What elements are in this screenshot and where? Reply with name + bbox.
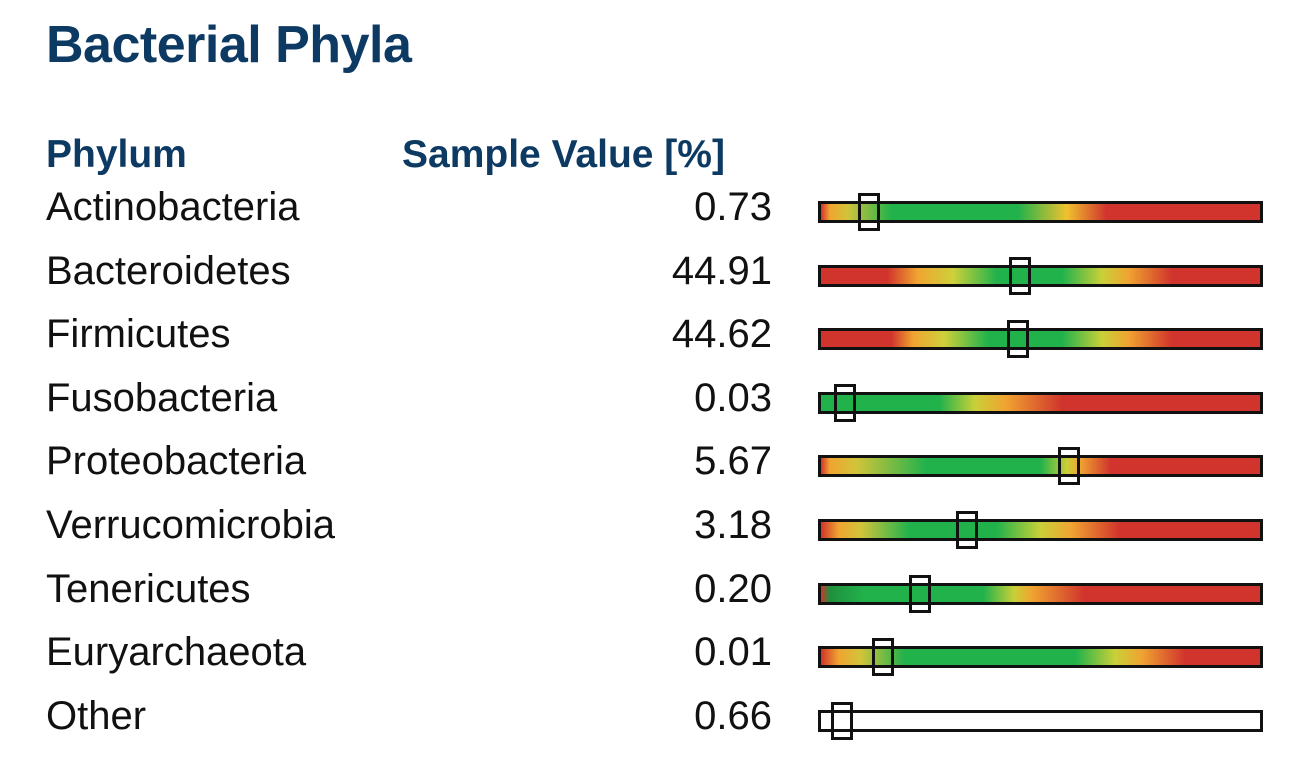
sample-value: 0.73 — [694, 185, 772, 229]
phylum-name: Verrucomicrobia — [46, 502, 336, 547]
phylum-name: Fusobacteria — [46, 375, 278, 420]
phylum-name: Actinobacteria — [46, 185, 300, 229]
gauge-marker — [871, 638, 894, 677]
reference-range-gauge — [818, 709, 1263, 732]
reference-range-gauge — [818, 455, 1263, 478]
gauge-marker — [858, 193, 881, 231]
table-row: Proteobacteria 5.67 — [0, 432, 1316, 496]
sample-value: 0.03 — [694, 375, 772, 420]
sample-value: 3.18 — [694, 502, 772, 547]
phylum-name: Tenericutes — [46, 566, 251, 611]
reference-range-gauge — [818, 391, 1263, 414]
table-row: Bacteroidetes 44.91 — [0, 242, 1316, 306]
phylum-name: Proteobacteria — [46, 439, 307, 484]
table-row: Other 0.66 — [0, 687, 1316, 751]
table-row: Verrucomicrobia 3.18 — [0, 496, 1316, 560]
gauge-marker — [1058, 447, 1081, 486]
phylum-name: Firmicutes — [46, 312, 231, 357]
reference-range-gauge — [818, 582, 1263, 605]
page-title: Bacterial Phyla — [46, 16, 412, 74]
sample-value: 0.20 — [694, 566, 772, 611]
table-row: Euryarchaeota 0.01 — [0, 623, 1316, 687]
phyla-table: Actinobacteria 0.73 Bacteroidetes 44.91 Firm… — [0, 178, 1316, 750]
gauge-marker — [1009, 256, 1032, 295]
reference-range-gauge — [818, 264, 1263, 287]
gauge-marker — [833, 383, 856, 422]
sample-value: 0.01 — [694, 630, 772, 675]
sample-value: 5.67 — [694, 439, 772, 484]
reference-range-gauge — [818, 518, 1263, 541]
sample-value-column-header: Sample Value [%] — [402, 133, 725, 176]
gauge-marker — [1007, 320, 1030, 359]
phylum-name: Bacteroidetes — [46, 248, 291, 293]
reference-range-gauge — [818, 328, 1263, 351]
gauge-marker — [956, 510, 979, 549]
phylum-name: Euryarchaeota — [46, 630, 307, 675]
gauge-marker — [831, 701, 854, 740]
reference-range-gauge — [818, 646, 1263, 669]
gauge-marker — [909, 574, 932, 613]
phylum-name: Other — [46, 693, 147, 738]
table-row: Tenericutes 0.20 — [0, 560, 1316, 624]
reference-range-gauge — [818, 201, 1263, 223]
sample-value: 44.62 — [671, 312, 772, 357]
sample-value: 0.66 — [694, 693, 772, 738]
table-row: Actinobacteria 0.73 — [0, 178, 1316, 242]
phylum-column-header: Phylum — [46, 133, 187, 176]
table-row: Firmicutes 44.62 — [0, 305, 1316, 369]
table-row: Fusobacteria 0.03 — [0, 369, 1316, 433]
sample-value: 44.91 — [671, 248, 772, 293]
